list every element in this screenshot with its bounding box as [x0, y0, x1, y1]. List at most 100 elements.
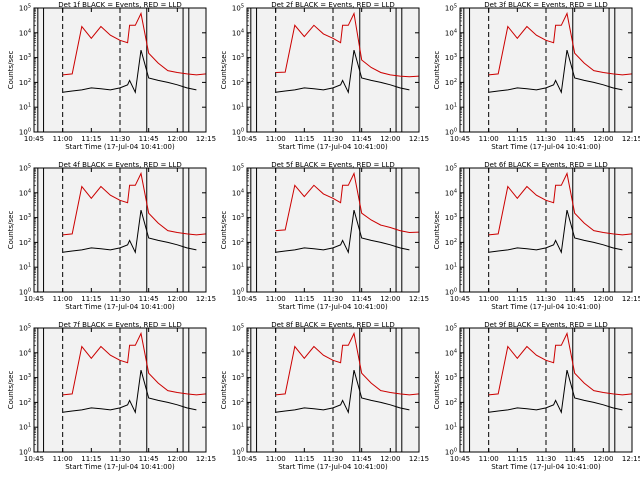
- x-tick-label: 12:15: [622, 295, 640, 303]
- y-tick-label: 100: [19, 128, 31, 137]
- chart-panel-6: 10:45 11:00 11:15 11:30 11:45 12:00 12:15 100 10…: [433, 161, 640, 311]
- x-tick-label: 11:00: [266, 455, 286, 463]
- y-tick-label: 101: [232, 263, 244, 272]
- chart-panel-8: 10:45 11:00 11:15 11:30 11:45 12:00 12:15 100 10…: [220, 321, 429, 471]
- y-axis-label: Counts/sec: [433, 51, 441, 90]
- y-tick-label: 104: [232, 28, 244, 37]
- series-lld-line: [62, 171, 207, 236]
- y-tick-label: 105: [232, 4, 244, 13]
- panel-title: Det 7f BLACK = Events, RED = LLD: [58, 321, 181, 329]
- y-axis-label: Counts/sec: [7, 371, 15, 410]
- y-tick-label: 102: [445, 398, 457, 407]
- panel-title: Det 4f BLACK = Events, RED = LLD: [58, 161, 181, 169]
- panel-title: Det 2f BLACK = Events, RED = LLD: [271, 1, 394, 9]
- y-tick-label: 102: [232, 398, 244, 407]
- chart-panel-3: 10:45 11:00 11:15 11:30 11:45 12:00 12:15 100 10…: [433, 1, 640, 151]
- x-tick-label: 11:00: [266, 295, 286, 303]
- series-events-line: [275, 369, 410, 415]
- y-tick-label: 105: [445, 164, 457, 173]
- y-axis-label: Counts/sec: [7, 51, 15, 90]
- x-tick-label: 11:00: [479, 455, 499, 463]
- x-tick-label: 10:45: [450, 135, 470, 143]
- series-lld-line: [62, 11, 207, 76]
- x-tick-label: 11:00: [53, 455, 73, 463]
- x-tick-label: 11:15: [294, 135, 314, 143]
- series-events-line: [275, 209, 410, 255]
- y-axis-label: Counts/sec: [433, 371, 441, 410]
- series-events-line: [62, 49, 197, 95]
- x-tick-label: 11:15: [507, 455, 527, 463]
- y-tick-label: 101: [445, 103, 457, 112]
- x-tick-label: 11:45: [139, 135, 159, 143]
- x-tick-label: 11:30: [536, 135, 556, 143]
- x-axis-label: Start Time (17-Jul-04 10:41:00): [65, 303, 175, 311]
- panel-title: Det 3f BLACK = Events, RED = LLD: [484, 1, 607, 9]
- y-tick-label: 105: [19, 164, 31, 173]
- x-tick-label: 12:00: [167, 455, 187, 463]
- y-tick-label: 100: [232, 128, 244, 137]
- y-tick-label: 101: [232, 423, 244, 432]
- y-axis-label: Counts/sec: [220, 51, 228, 90]
- chart-panel-4: 10:45 11:00 11:15 11:30 11:45 12:00 12:15 100 10…: [7, 161, 216, 311]
- x-tick-label: 12:00: [167, 135, 187, 143]
- y-tick-label: 103: [232, 373, 244, 382]
- panel-title: Det 9f BLACK = Events, RED = LLD: [484, 321, 607, 329]
- panel-title: Det 1f BLACK = Events, RED = LLD: [58, 1, 181, 9]
- x-axis-label: Start Time (17-Jul-04 10:41:00): [278, 463, 388, 471]
- series-events-line: [275, 49, 410, 95]
- chart-panel-2: 10:45 11:00 11:15 11:30 11:45 12:00 12:15 100 10…: [220, 1, 429, 151]
- x-tick-label: 11:00: [479, 135, 499, 143]
- y-axis-label: Counts/sec: [433, 211, 441, 250]
- y-tick-label: 105: [445, 324, 457, 333]
- x-tick-label: 11:30: [323, 135, 343, 143]
- panel-title: Det 5f BLACK = Events, RED = LLD: [271, 161, 394, 169]
- x-tick-label: 11:45: [352, 295, 372, 303]
- x-tick-label: 11:15: [507, 135, 527, 143]
- x-tick-label: 10:45: [24, 455, 44, 463]
- x-tick-label: 12:15: [622, 455, 640, 463]
- x-tick-label: 11:15: [294, 455, 314, 463]
- y-tick-label: 105: [445, 4, 457, 13]
- series-lld-line: [275, 11, 420, 78]
- y-tick-label: 100: [445, 448, 457, 457]
- x-tick-label: 11:45: [352, 455, 372, 463]
- x-tick-label: 11:30: [110, 295, 130, 303]
- y-tick-label: 100: [19, 288, 31, 297]
- x-tick-label: 10:45: [237, 455, 257, 463]
- x-tick-label: 12:15: [409, 455, 429, 463]
- chart-panel-7: 10:45 11:00 11:15 11:30 11:45 12:00 12:15 100 10…: [7, 321, 216, 471]
- panel-title: Det 8f BLACK = Events, RED = LLD: [271, 321, 394, 329]
- x-tick-label: 12:15: [409, 135, 429, 143]
- series-lld-line: [275, 171, 420, 234]
- y-axis-label: Counts/sec: [7, 211, 15, 250]
- x-axis-label: Start Time (17-Jul-04 10:41:00): [278, 303, 388, 311]
- x-axis-label: Start Time (17-Jul-04 10:41:00): [278, 143, 388, 151]
- y-tick-label: 104: [445, 188, 457, 197]
- x-tick-label: 10:45: [237, 295, 257, 303]
- y-tick-label: 102: [445, 238, 457, 247]
- series-events-line: [62, 209, 197, 255]
- series-lld-line: [62, 331, 207, 396]
- x-tick-label: 11:45: [565, 455, 585, 463]
- x-tick-label: 10:45: [24, 135, 44, 143]
- x-tick-label: 10:45: [24, 295, 44, 303]
- x-tick-label: 11:15: [294, 295, 314, 303]
- y-tick-label: 102: [19, 238, 31, 247]
- x-axis-label: Start Time (17-Jul-04 10:41:00): [491, 303, 601, 311]
- x-axis-label: Start Time (17-Jul-04 10:41:00): [491, 143, 601, 151]
- x-tick-label: 11:00: [53, 295, 73, 303]
- x-axis-label: Start Time (17-Jul-04 10:41:00): [65, 463, 175, 471]
- y-tick-label: 103: [19, 373, 31, 382]
- y-tick-label: 103: [19, 213, 31, 222]
- x-tick-label: 11:00: [53, 135, 73, 143]
- x-tick-label: 11:00: [479, 295, 499, 303]
- y-tick-label: 100: [19, 448, 31, 457]
- y-tick-label: 104: [19, 348, 31, 357]
- y-tick-label: 103: [445, 373, 457, 382]
- x-tick-label: 12:00: [593, 135, 613, 143]
- y-tick-label: 104: [445, 28, 457, 37]
- series-events-line: [488, 369, 623, 415]
- x-tick-label: 11:45: [139, 295, 159, 303]
- x-tick-label: 11:45: [565, 295, 585, 303]
- y-tick-label: 103: [445, 53, 457, 62]
